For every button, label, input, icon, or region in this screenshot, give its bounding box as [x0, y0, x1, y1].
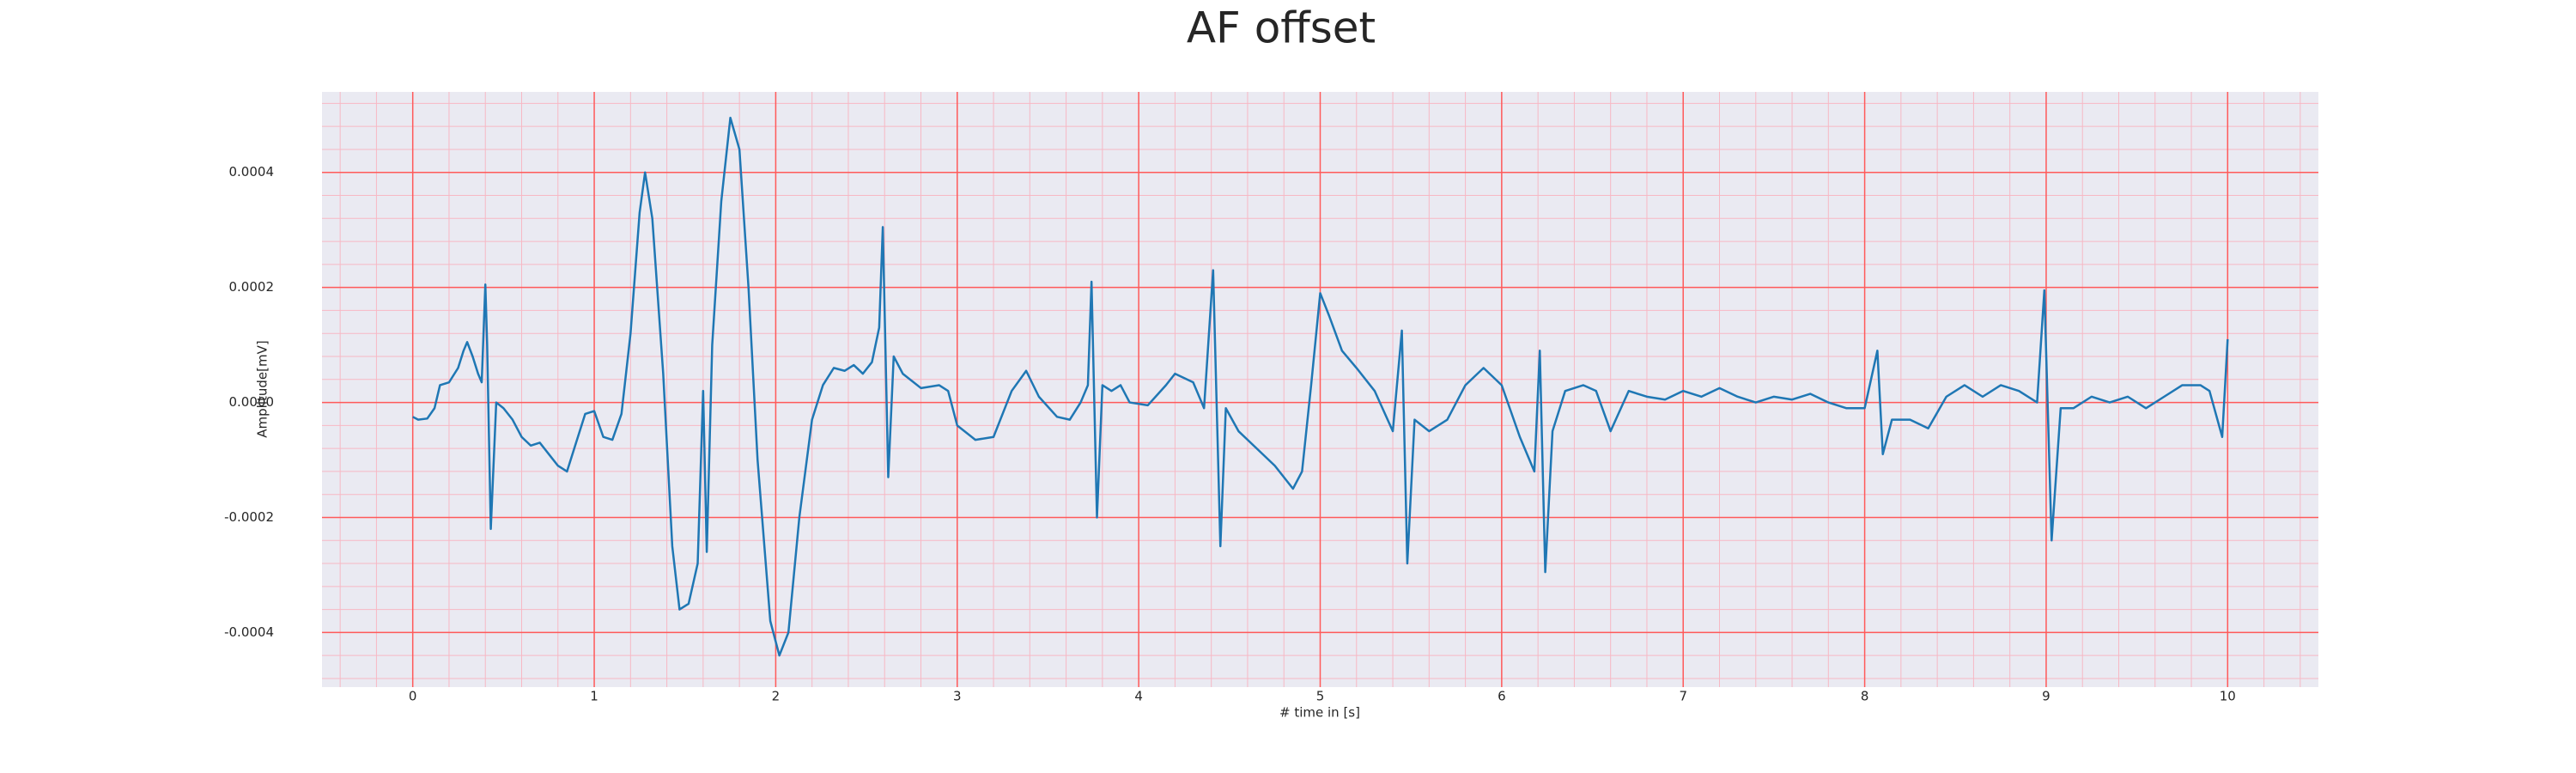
data-line	[412, 116, 2229, 657]
x-tick-label: 0	[409, 689, 417, 704]
x-tick-label: 7	[1679, 689, 1687, 704]
x-tick-label: 9	[2042, 689, 2050, 704]
chart-title: AF offset	[1187, 3, 1376, 53]
y-tick-label: -0.0002	[224, 509, 274, 525]
x-tick-label: 1	[590, 689, 598, 704]
y-tick-label: 0.0000	[229, 394, 275, 410]
y-tick-label: -0.0004	[224, 624, 274, 640]
y-tick-label: 0.0004	[229, 164, 275, 180]
x-tick-label: 8	[1861, 689, 1869, 704]
x-tick-label: 2	[772, 689, 781, 704]
x-axis-label: # time in [s]	[1279, 705, 1360, 721]
x-tick-label: 6	[1498, 689, 1506, 704]
x-tick-label: 3	[953, 689, 962, 704]
x-tick-label: 5	[1316, 689, 1325, 704]
y-tick-label: 0.0002	[229, 279, 275, 295]
y-axis-label: Amplitude[mV]	[255, 340, 270, 437]
x-tick-label: 10	[2220, 689, 2236, 704]
x-tick-label: 4	[1134, 689, 1143, 704]
